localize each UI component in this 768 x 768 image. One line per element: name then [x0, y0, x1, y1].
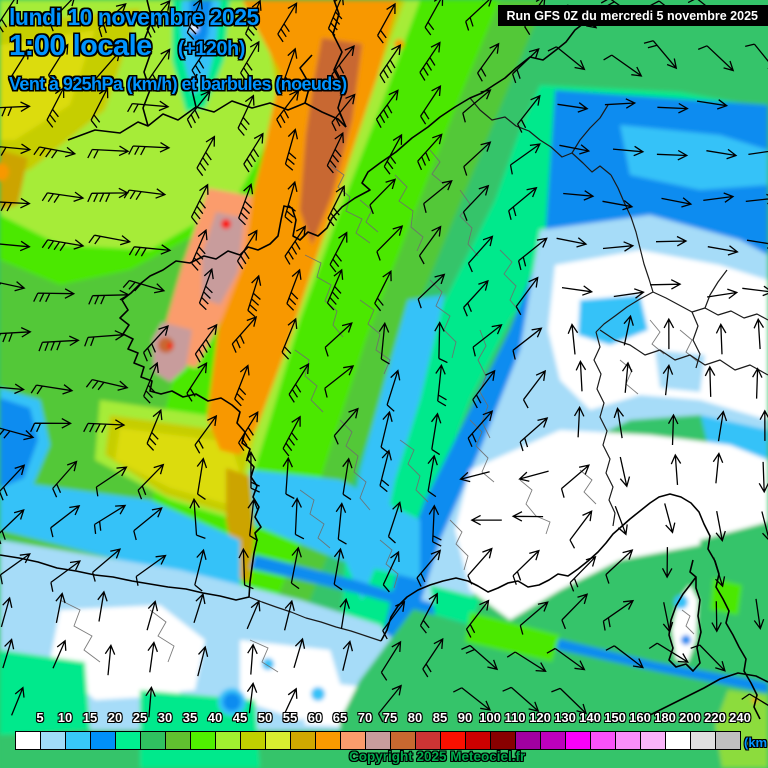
- scale-tick-label: 10: [57, 710, 73, 725]
- forecast-time: 1:00 locale (+120h): [9, 31, 347, 61]
- scale-tick-label: 15: [82, 710, 98, 725]
- scale-tick-label: 35: [182, 710, 198, 725]
- local-time: 1:00 locale: [9, 30, 152, 63]
- model-run-banner: Run GFS 0Z du mercredi 5 novembre 2025: [497, 5, 768, 26]
- scale-cell: [340, 731, 366, 750]
- scale-cell: [415, 731, 441, 750]
- scale-tick-label: 150: [604, 710, 626, 725]
- scale-cell: [190, 731, 216, 750]
- scale-cell: [265, 731, 291, 750]
- scale-cell: [515, 731, 541, 750]
- scale-tick-label: 25: [132, 710, 148, 725]
- department-boundaries: [59, 149, 699, 673]
- scale-tick-label: 20: [107, 710, 123, 725]
- scale-tick-label: 160: [629, 710, 651, 725]
- scale-cell: [590, 731, 616, 750]
- scale-cell: [65, 731, 91, 750]
- scale-tick-label: 120: [529, 710, 551, 725]
- scale-tick-label: 240: [729, 710, 751, 725]
- scale-cell: [315, 731, 341, 750]
- model-run-label: Run GFS 0Z du mercredi 5 novembre 2025: [506, 8, 758, 23]
- scale-tick-label: 100: [479, 710, 501, 725]
- scale-cell: [465, 731, 491, 750]
- scale-tick-label: 180: [654, 710, 676, 725]
- scale-cell: [715, 731, 741, 750]
- scale-tick-label: 85: [432, 710, 448, 725]
- parameter-label: Vent à 925hPa (km/h) et barbules (noeuds…: [9, 73, 347, 94]
- scale-tick-label: 45: [232, 710, 248, 725]
- scale-tick-label: 5: [36, 710, 44, 725]
- country-borders: [248, 97, 768, 642]
- scale-cell: [440, 731, 466, 750]
- scale-cell: [365, 731, 391, 750]
- scale-cell: [390, 731, 416, 750]
- scale-cell: [165, 731, 191, 750]
- scale-cell: [15, 731, 41, 750]
- wind-barbs-layer: [0, 0, 768, 723]
- scale-cell: [615, 731, 641, 750]
- copyright-label: Copyright 2025 Meteociel.fr: [349, 749, 526, 764]
- scale-cell: [140, 731, 166, 750]
- scale-cell: [665, 731, 691, 750]
- scale-cell: [690, 731, 716, 750]
- scale-tick-label: 110: [504, 710, 526, 725]
- scale-tick-label: 80: [407, 710, 423, 725]
- scale-cell: [490, 731, 516, 750]
- scale-tick-label: 50: [257, 710, 273, 725]
- forecast-date: lundi 10 novembre 2025: [9, 4, 259, 30]
- scale-cell: [240, 731, 266, 750]
- scale-cell: [565, 731, 591, 750]
- scale-cell: [40, 731, 66, 750]
- scale-tick-label: 60: [307, 710, 323, 725]
- scale-cell: [215, 731, 241, 750]
- scale-tick-label: 40: [207, 710, 223, 725]
- scale-tick-label: 130: [554, 710, 576, 725]
- scale-tick-label: 70: [357, 710, 373, 725]
- scale-tick-label: 55: [282, 710, 298, 725]
- forecast-offset: (+120h): [177, 38, 246, 61]
- scale-tick-label: 140: [579, 710, 601, 725]
- scale-cell: [290, 731, 316, 750]
- scale-unit-label: (km: [744, 735, 768, 750]
- map-title-block: lundi 10 novembre 2025 1:00 locale (+120h…: [9, 5, 347, 93]
- scale-cell: [90, 731, 116, 750]
- scale-tick-label: 65: [332, 710, 348, 725]
- scale-tick-label: 30: [157, 710, 173, 725]
- scale-cell: [115, 731, 141, 750]
- scale-cell: [540, 731, 566, 750]
- scale-tick-label: 90: [457, 710, 473, 725]
- scale-tick-label: 200: [679, 710, 701, 725]
- scale-tick-label: 220: [704, 710, 726, 725]
- coastlines: [0, 0, 768, 720]
- scale-cell: [640, 731, 666, 750]
- scale-tick-label: 75: [382, 710, 398, 725]
